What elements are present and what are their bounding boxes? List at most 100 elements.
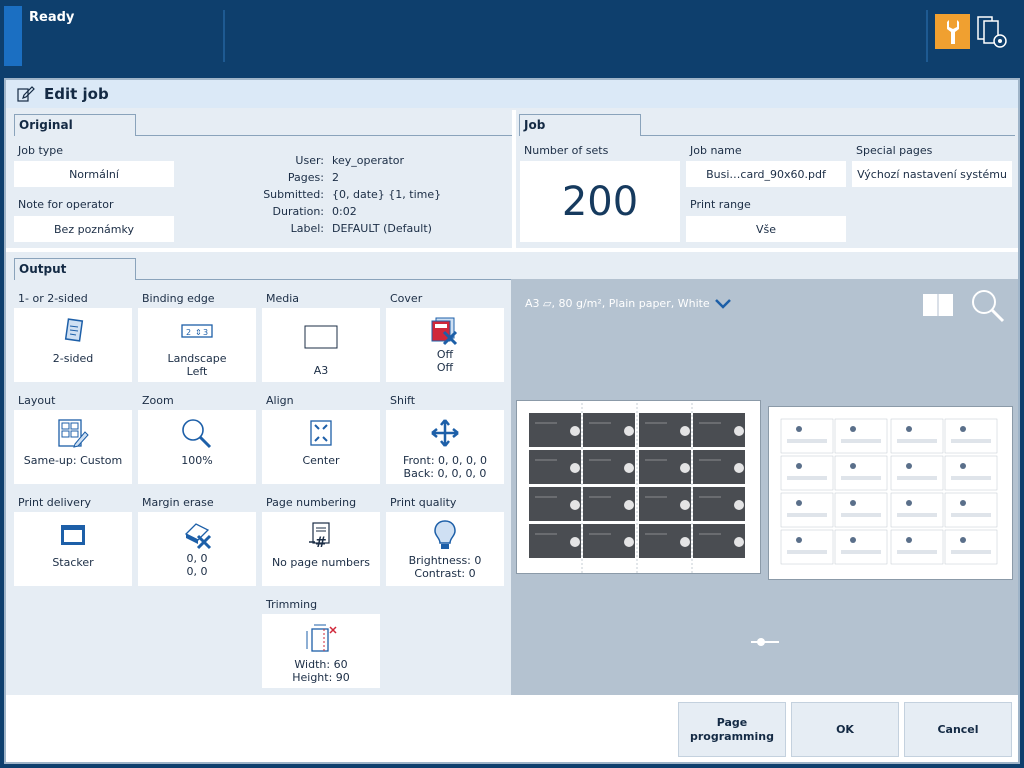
print-preview: A3 ▱, 80 g/m², Plain paper, White [511, 279, 1018, 695]
align-tile[interactable]: Center [262, 410, 380, 484]
job-type-field[interactable]: Normální [14, 161, 174, 187]
print-delivery-tile[interactable]: Stacker [14, 512, 132, 586]
tile-value: Front: 0, 0, 0, 0 [403, 454, 487, 467]
tab-output[interactable]: Output [14, 258, 136, 280]
number-of-sets-label: Number of sets [524, 144, 609, 157]
tile-label: Binding edge [142, 292, 215, 305]
tile-value: A3 [313, 364, 329, 377]
binding-edge-icon: 2 ⇕ 3 [181, 324, 213, 338]
job-name-label: Job name [690, 144, 742, 157]
wrench-icon [946, 19, 959, 44]
tile-label: Page numbering [266, 496, 357, 509]
top-bar: Ready [0, 0, 1024, 78]
media-info[interactable]: A3 ▱, 80 g/m², Plain paper, White [525, 297, 732, 310]
tab-job[interactable]: Job [519, 114, 641, 136]
tile-label: Media [266, 292, 300, 305]
tile-label: 1- or 2-sided [18, 292, 88, 305]
tile-value: Width: 60 [294, 658, 348, 671]
page-numbering-tile[interactable]: # No page numbers [262, 512, 380, 586]
dialog-title: Edit job [44, 85, 109, 103]
zoom-tile[interactable]: 100% [138, 410, 256, 484]
info-key: Pages: [287, 171, 324, 184]
info-value: key_operator [332, 154, 405, 167]
tile-label: Margin erase [142, 496, 214, 509]
stacker-icon [61, 525, 85, 545]
info-key: User: [295, 154, 324, 167]
sided-tile[interactable]: 2-sided [14, 308, 132, 382]
chevron-down-icon [714, 298, 731, 309]
tile-label: Cover [390, 292, 423, 305]
media-sheet-icon [304, 325, 338, 349]
svg-text:3: 3 [203, 328, 208, 337]
tab-original[interactable]: Original [14, 114, 136, 136]
job-type-label: Job type [18, 144, 64, 157]
cover-tile[interactable]: Off Off [386, 308, 504, 382]
section-separator [6, 248, 1018, 252]
section-separator [512, 110, 516, 248]
note-for-operator-field[interactable]: Bez poznámky [14, 216, 174, 242]
section-divider [641, 135, 1015, 136]
tile-value: 2-sided [52, 352, 94, 365]
magnifier-icon [972, 290, 1005, 323]
book-view-icon [923, 294, 953, 316]
binding-edge-tile[interactable]: 2 ⇕ 3 Landscape Left [138, 308, 256, 382]
lightbulb-icon [434, 520, 456, 549]
tile-label: Print quality [390, 496, 457, 509]
print-range-field[interactable]: Vše [686, 216, 846, 242]
settings-gear-icon [976, 15, 1007, 48]
number-of-sets-field[interactable]: 200 [520, 161, 680, 242]
note-for-operator-label: Note for operator [18, 198, 114, 211]
special-pages-label: Special pages [856, 144, 933, 157]
layout-tile[interactable]: Same-up: Custom [14, 410, 132, 484]
button-label: programming [690, 729, 774, 743]
dialog-header: Edit job [6, 80, 1018, 108]
info-row-pages: Pages: 2 [182, 169, 512, 186]
system-settings-button[interactable] [975, 14, 1010, 49]
margin-erase-tile[interactable]: 0, 0 0, 0 [138, 512, 256, 586]
tile-label: Shift [390, 394, 416, 407]
tile-value: Brightness: 0 [408, 554, 482, 567]
cover-off-icon [431, 317, 458, 346]
top-divider [223, 10, 225, 62]
media-tile[interactable]: A3 [262, 308, 380, 382]
tile-label: Layout [18, 394, 56, 407]
page-number-icon: # [309, 522, 330, 549]
info-key: Submitted: [263, 188, 324, 201]
svg-text:⇕: ⇕ [195, 328, 202, 337]
margin-erase-icon [184, 523, 212, 550]
svg-text:2: 2 [186, 328, 191, 337]
info-value: DEFAULT (Default) [332, 222, 432, 235]
zoom-preview-button[interactable] [970, 288, 1006, 324]
tile-value: No page numbers [271, 556, 371, 569]
info-row-duration: Duration: 0:02 [182, 203, 512, 220]
shift-tile[interactable]: Front: 0, 0, 0, 0 Back: 0, 0, 0, 0 [386, 410, 504, 484]
ok-button[interactable]: OK [791, 702, 899, 757]
trimming-tile[interactable]: Width: 60 Height: 90 [262, 614, 380, 688]
page-view-button[interactable] [922, 293, 954, 317]
button-label: Page [716, 715, 748, 729]
top-divider [926, 10, 928, 62]
status-text: Ready [29, 10, 75, 25]
cancel-button[interactable]: Cancel [904, 702, 1012, 757]
business-card-grid [529, 403, 745, 573]
shift-arrows-icon [431, 419, 459, 447]
tile-value: Stacker [52, 556, 94, 569]
job-info: User: key_operator Pages: 2 Submitted: {… [182, 152, 512, 237]
two-sided-icon [64, 318, 84, 342]
tile-value: Same-up: Custom [23, 454, 123, 467]
print-quality-tile[interactable]: Brightness: 0 Contrast: 0 [386, 512, 504, 586]
status-indicator [4, 6, 22, 66]
tile-label: Trimming [266, 598, 318, 611]
edit-job-icon [17, 86, 35, 102]
special-pages-field[interactable]: Výchozí nastavení systému [852, 161, 1012, 187]
job-name-field[interactable]: Busi…card_90x60.pdf [686, 161, 846, 187]
slider-handle-icon [751, 638, 779, 646]
info-key: Duration: [272, 205, 324, 218]
tools-button[interactable] [935, 14, 970, 49]
align-center-icon [310, 420, 332, 446]
page-slider[interactable] [749, 636, 781, 648]
tile-value: 100% [181, 454, 213, 467]
page-programming-button[interactable]: Page programming [678, 702, 786, 757]
tile-value: Off [436, 361, 454, 374]
tile-value: 0, 0 [186, 565, 208, 578]
